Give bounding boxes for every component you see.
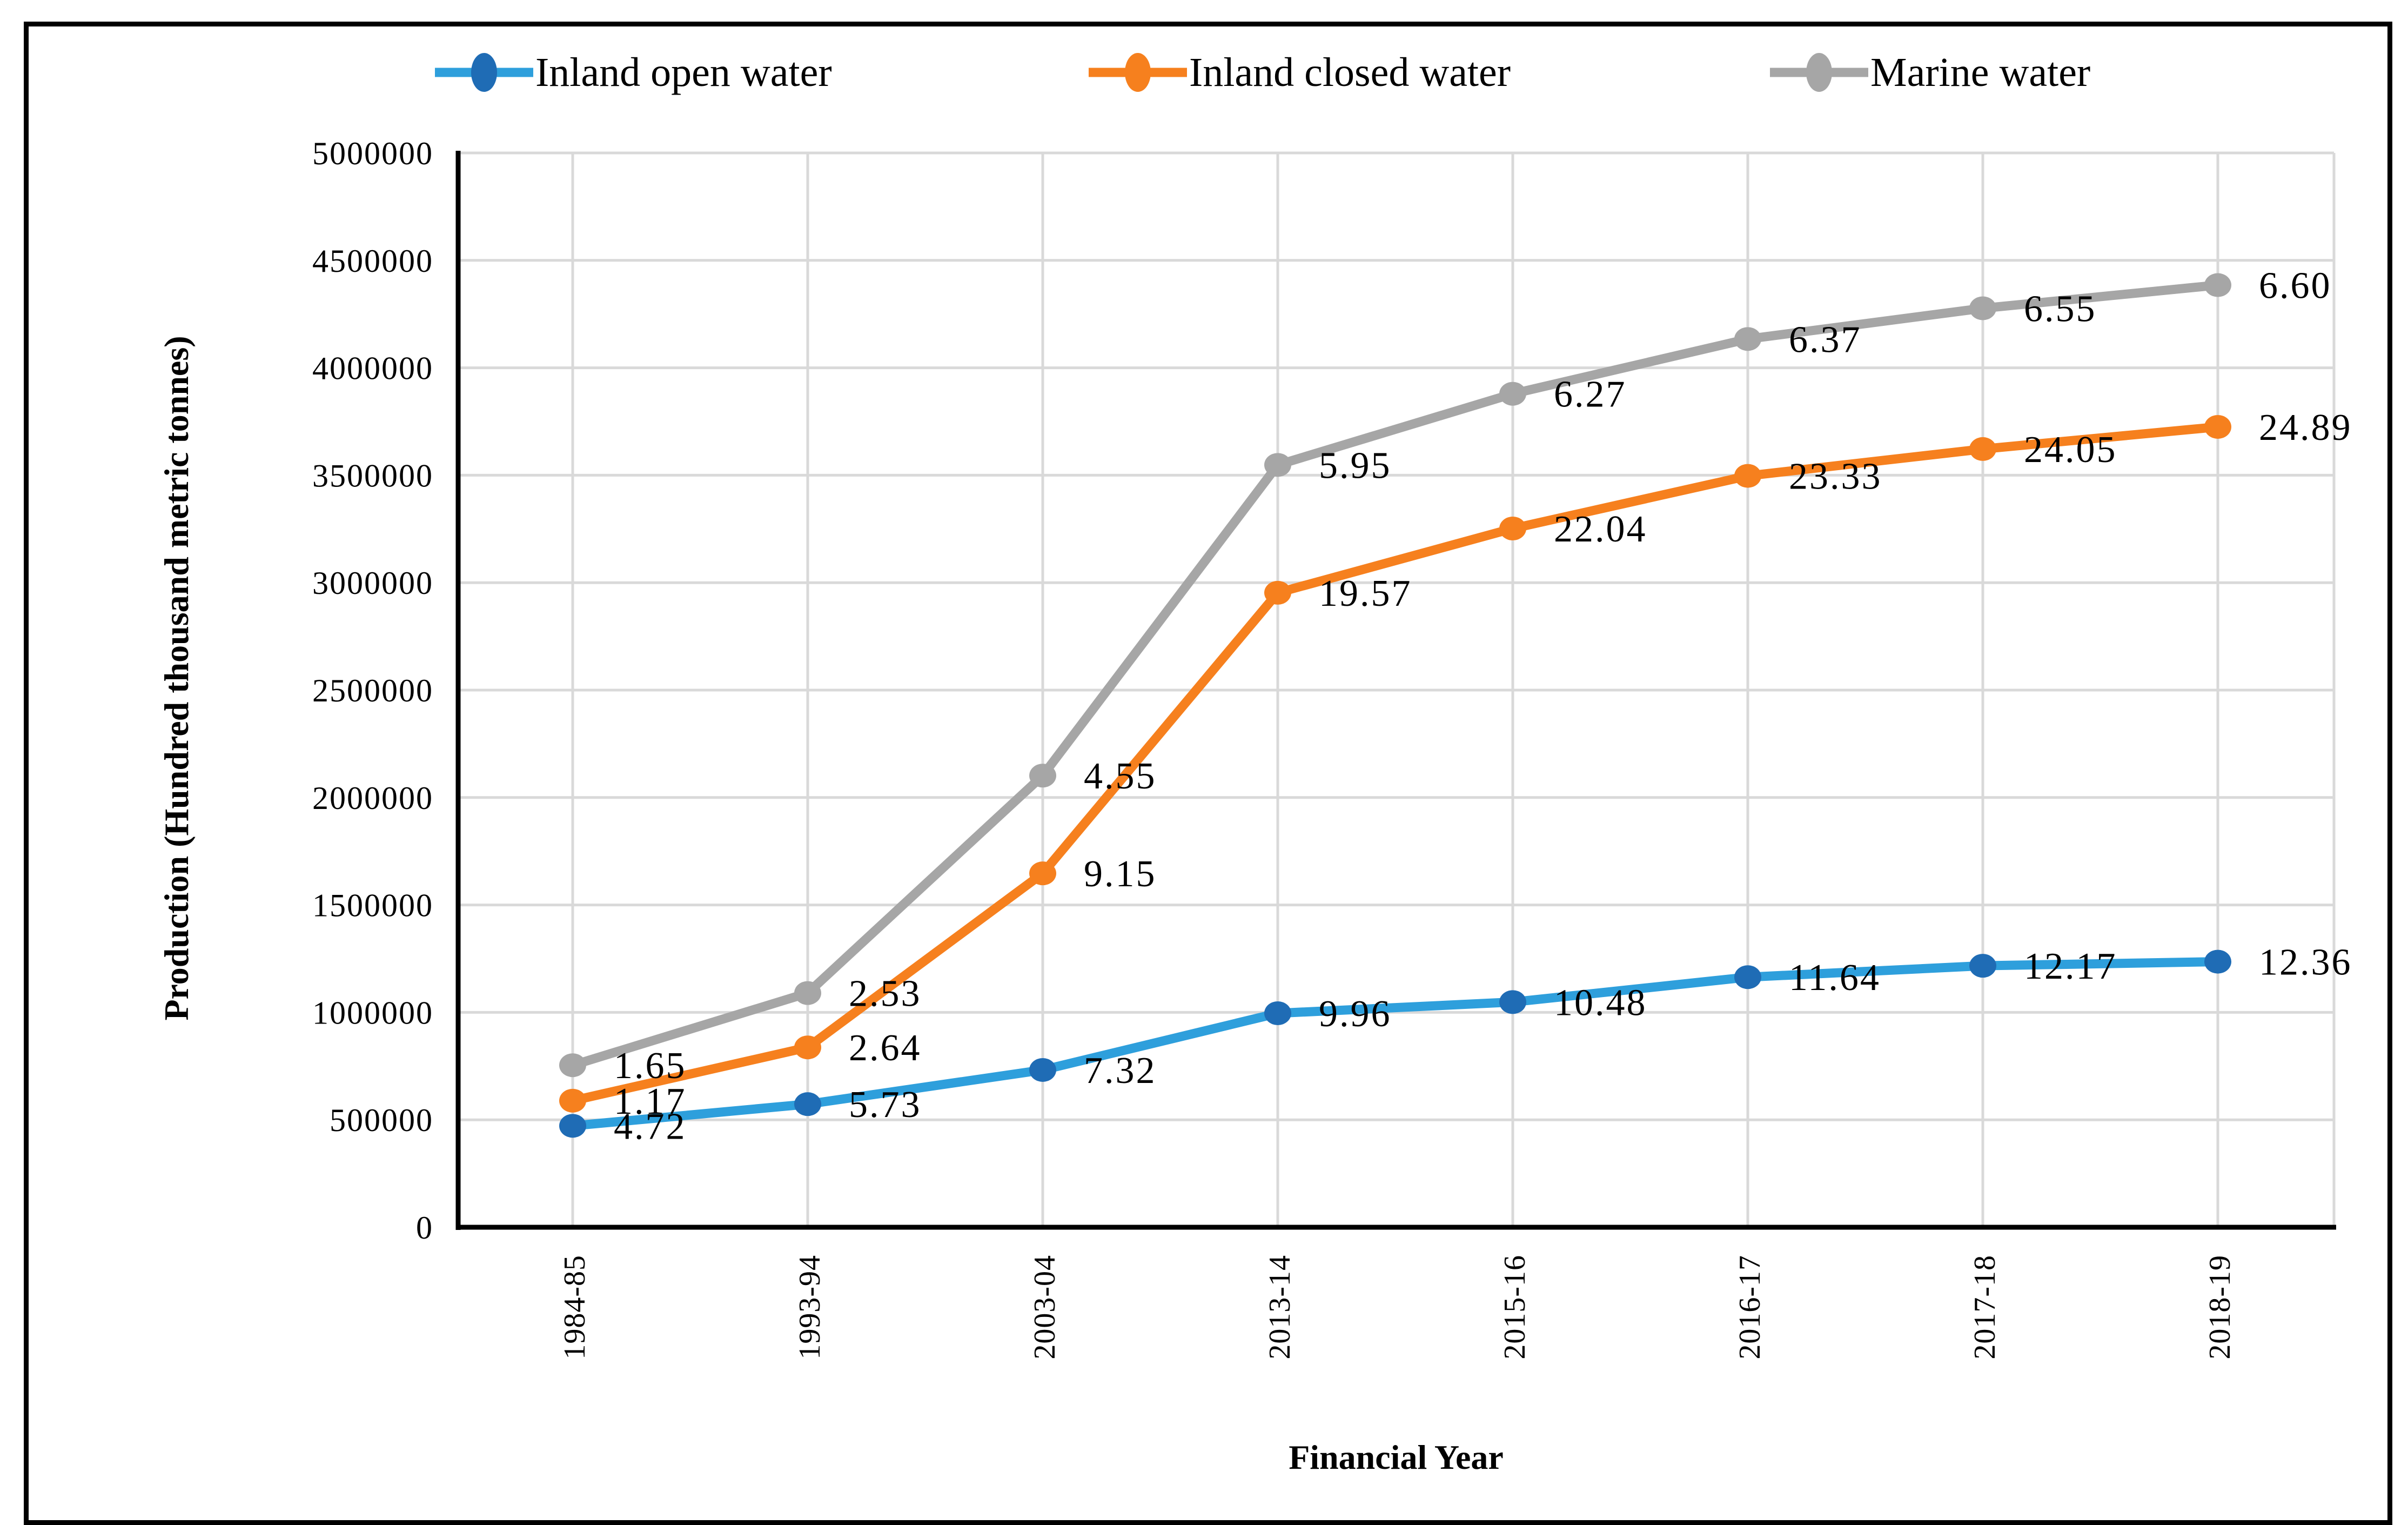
legend-label: Marine water xyxy=(1870,50,2091,95)
data-point-marker xyxy=(1969,954,1996,978)
y-tick-label: 2500000 xyxy=(312,673,433,708)
legend-item-marine-water: Marine water xyxy=(1770,44,2090,101)
data-point-label: 5.95 xyxy=(1319,445,1392,486)
data-point-label: 24.05 xyxy=(2024,429,2117,471)
data-point-label: 24.89 xyxy=(2259,407,2352,449)
data-point-label: 6.37 xyxy=(1789,319,1862,360)
data-point-label: 11.64 xyxy=(1789,957,1881,999)
y-axis-title: Production (Hundred thousand metric tonn… xyxy=(157,336,196,1020)
data-point-marker xyxy=(1734,327,1761,351)
y-tick-label: 3000000 xyxy=(312,565,433,601)
data-point-label: 6.55 xyxy=(2024,288,2097,330)
data-point-label: 23.33 xyxy=(1789,456,1882,498)
data-point-marker xyxy=(559,1088,586,1113)
series-line-marine-water xyxy=(568,280,2223,1070)
x-category-label: 2016-17 xyxy=(1733,1255,1767,1360)
legend-item-inland-closed-water: Inland closed water xyxy=(1089,44,1511,101)
data-point-label: 12.36 xyxy=(2259,942,2352,984)
y-tick-label: 5000000 xyxy=(312,136,433,171)
line-marker-icon xyxy=(1089,53,1187,92)
data-point-marker xyxy=(1264,1001,1291,1025)
data-point-label: 6.60 xyxy=(2259,265,2332,307)
data-point-marker xyxy=(1029,1058,1056,1082)
data-point-label: 1.65 xyxy=(614,1045,687,1087)
data-point-marker xyxy=(2204,273,2231,297)
data-point-marker xyxy=(1499,382,1526,406)
y-tick-label: 500000 xyxy=(330,1102,433,1138)
data-point-marker xyxy=(1029,764,1056,788)
x-category-label: 1993-94 xyxy=(793,1255,827,1360)
x-category-label: 2003-04 xyxy=(1028,1255,1062,1360)
legend-label: Inland closed water xyxy=(1189,50,1511,95)
x-category-label: 2015-16 xyxy=(1498,1255,1532,1360)
data-point-label: 2.53 xyxy=(849,973,922,1015)
data-point-label: 9.15 xyxy=(1084,853,1157,895)
data-point-label: 9.96 xyxy=(1319,993,1392,1035)
data-point-marker xyxy=(1264,453,1291,477)
data-point-marker xyxy=(2204,949,2231,974)
data-point-marker xyxy=(794,1035,821,1060)
data-point-label: 4.72 xyxy=(614,1106,687,1147)
data-point-label: 2.64 xyxy=(849,1027,922,1069)
legend-item-inland-open-water: Inland open water xyxy=(435,44,832,101)
data-point-marker xyxy=(1264,580,1291,605)
data-point-marker xyxy=(1734,965,1761,989)
data-point-label: 1.17 xyxy=(614,1081,687,1122)
data-point-marker xyxy=(794,1092,821,1116)
series-line-inland-closed-water xyxy=(568,422,2223,1106)
y-tick-label: 0 xyxy=(416,1210,433,1246)
data-point-marker xyxy=(559,1114,586,1138)
series-line-inland-open-water xyxy=(568,957,2223,1131)
legend: Inland open water Inland closed water Ma… xyxy=(0,0,2408,119)
data-point-label: 7.32 xyxy=(1084,1050,1157,1092)
data-point-marker xyxy=(794,981,821,1005)
data-point-marker xyxy=(1969,296,1996,320)
data-point-marker xyxy=(1499,990,1526,1014)
data-point-marker xyxy=(1734,464,1761,488)
x-axis-title: Financial Year xyxy=(1289,1438,1504,1476)
x-category-label: 2017-18 xyxy=(1968,1255,2002,1360)
data-point-label: 4.55 xyxy=(1084,755,1157,797)
data-point-label: 12.17 xyxy=(2024,946,2117,987)
x-category-label: 1984-85 xyxy=(558,1255,592,1360)
data-point-label: 22.04 xyxy=(1554,509,1647,550)
y-tick-label: 3500000 xyxy=(312,458,433,493)
y-tick-label: 1500000 xyxy=(312,888,433,924)
legend-label: Inland open water xyxy=(535,50,832,95)
data-point-marker xyxy=(1029,861,1056,886)
x-category-label: 2013-14 xyxy=(1263,1255,1297,1360)
line-marker-icon xyxy=(435,53,533,92)
data-point-marker xyxy=(2204,414,2231,439)
data-point-label: 10.48 xyxy=(1554,982,1647,1024)
data-point-label: 6.27 xyxy=(1554,374,1627,416)
data-point-label: 5.73 xyxy=(849,1084,922,1126)
figure-border xyxy=(24,22,2392,1525)
line-marker-icon xyxy=(1770,53,1868,92)
data-point-marker xyxy=(1499,517,1526,541)
y-tick-label: 2000000 xyxy=(312,780,433,816)
data-point-marker xyxy=(559,1053,586,1078)
x-category-label: 2018-19 xyxy=(2203,1255,2237,1360)
y-tick-label: 1000000 xyxy=(312,995,433,1031)
y-tick-label: 4500000 xyxy=(312,243,433,279)
data-point-marker xyxy=(1969,437,1996,461)
y-tick-label: 4000000 xyxy=(312,351,433,386)
data-point-label: 19.57 xyxy=(1319,573,1412,614)
